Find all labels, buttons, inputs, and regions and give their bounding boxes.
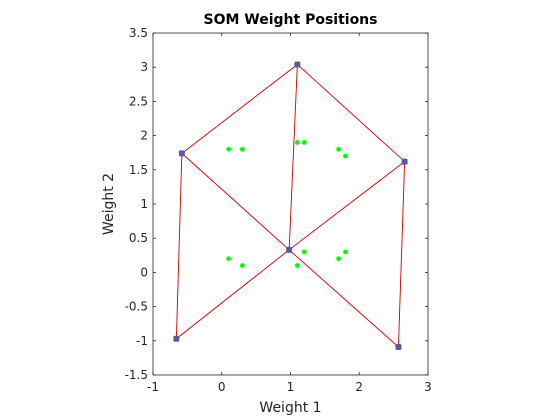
neuron-marker (401, 158, 408, 165)
y-tick-label: 2 (140, 129, 148, 143)
connection-line (175, 153, 183, 339)
x-tick-label: 2 (355, 380, 363, 394)
chart-title: SOM Weight Positions (203, 12, 377, 28)
y-tick-label: 2.5 (129, 94, 148, 108)
connection-line (288, 249, 399, 348)
data-point (336, 146, 342, 152)
data-point (301, 140, 307, 145)
plot-area (153, 33, 428, 375)
data-point (239, 263, 245, 268)
x-axis-ticks: -1 0 1 2 3 (147, 33, 432, 394)
neuron-marker (178, 150, 185, 157)
neuron-connections (175, 64, 406, 348)
neuron-marker (173, 335, 180, 342)
y-tick-label: 3.5 (129, 26, 148, 40)
connection-line (297, 64, 405, 162)
data-point (226, 256, 232, 262)
x-tick-label: 0 (218, 380, 226, 394)
connection-line (176, 249, 290, 340)
data-point (343, 153, 348, 159)
connection-line (397, 161, 406, 347)
connection-line (181, 64, 298, 154)
y-tick-label: 3 (140, 60, 148, 74)
data-point (239, 146, 245, 152)
y-tick-label: 1 (140, 197, 148, 211)
y-tick-label: -1 (136, 334, 148, 348)
y-tick-label: 1.5 (129, 163, 148, 177)
data-point (294, 263, 300, 268)
neuron-marker (286, 246, 293, 253)
x-tick-label: -1 (147, 380, 159, 394)
y-tick-label: -0.5 (125, 300, 148, 314)
y-tick-label: 0 (140, 265, 148, 279)
y-tick-label: -1.5 (125, 368, 148, 382)
connection-line (288, 64, 298, 250)
neuron-marker (294, 61, 301, 68)
data-point (336, 256, 342, 262)
data-point (294, 140, 300, 145)
neuron-marker (395, 343, 402, 350)
neuron-points (173, 61, 408, 350)
x-tick-label: 1 (287, 380, 295, 394)
y-tick-label: 0.5 (129, 231, 148, 245)
x-axis-label: Weight 1 (259, 400, 321, 416)
data-points (226, 140, 348, 268)
y-axis-label: Weight 2 (101, 173, 117, 235)
x-tick-label: 3 (424, 380, 432, 394)
connection-line (288, 161, 405, 251)
data-point (343, 249, 348, 255)
data-point (301, 249, 307, 255)
y-axis-ticks: -1.5 -1 -0.5 0 0.5 1 1.5 2 2.5 3 3.5 (125, 26, 428, 382)
data-point (226, 146, 232, 152)
connection-line (181, 153, 290, 251)
